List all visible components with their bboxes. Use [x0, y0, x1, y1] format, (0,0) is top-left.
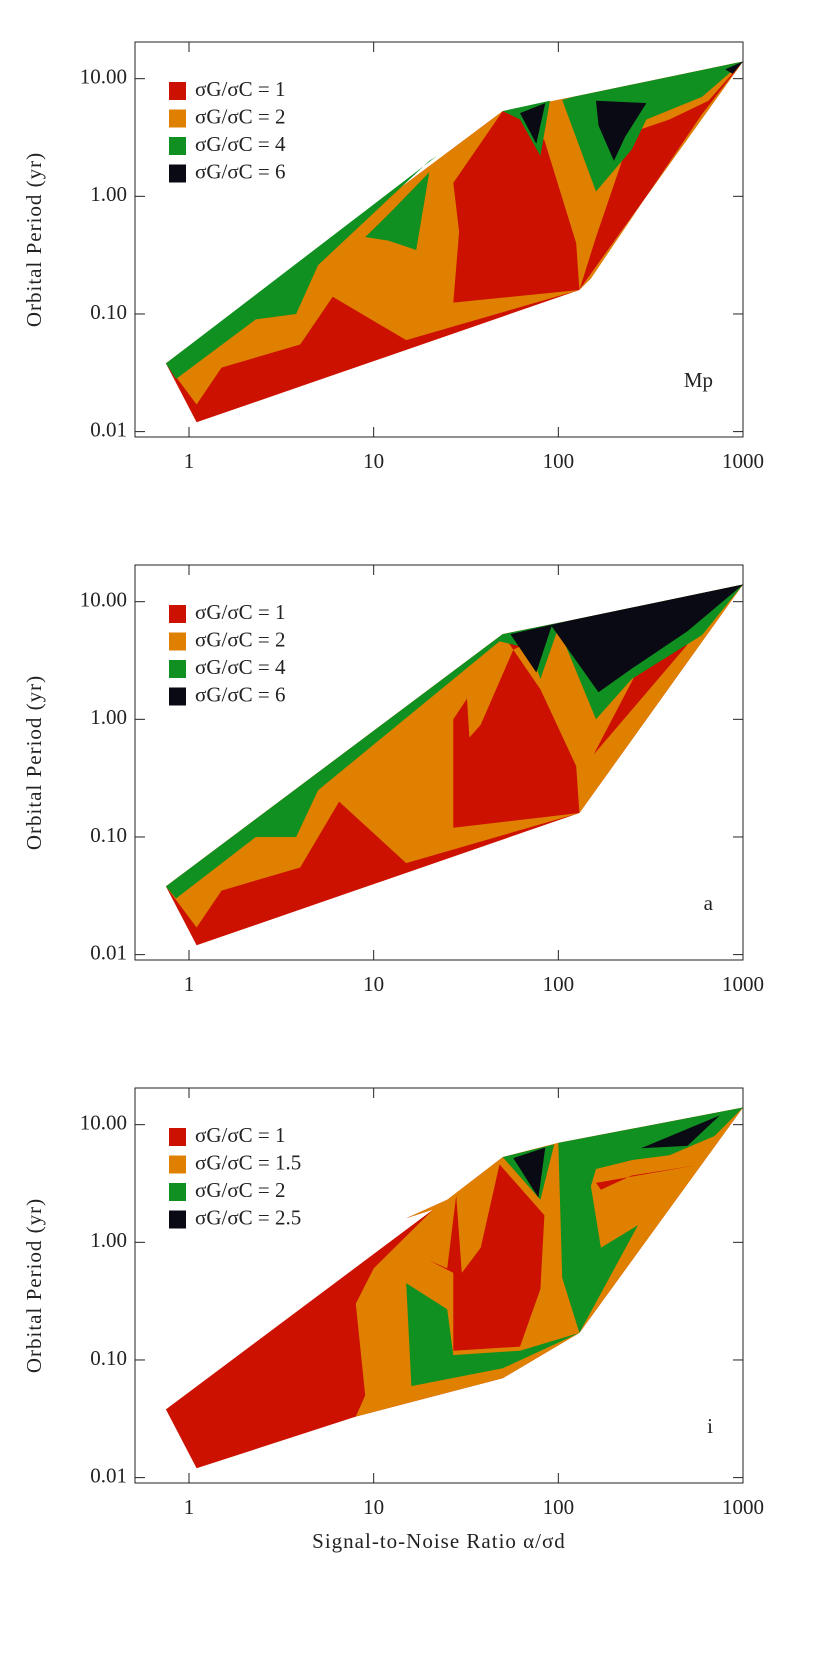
x-axis-label: Signal-to-Noise Ratio α/σd [312, 1529, 566, 1553]
legend-swatch [169, 687, 186, 706]
contour-region [406, 1107, 743, 1387]
panel-label: Mp [684, 368, 713, 392]
y-tick-label: 0.01 [90, 940, 127, 964]
x-tick-label: 100 [543, 972, 575, 996]
legend-label: σG/σC = 1 [195, 77, 286, 101]
y-tick-label: 0.01 [90, 1463, 127, 1487]
x-tick-label: 1000 [722, 1495, 764, 1519]
x-tick-label: 100 [543, 1495, 575, 1519]
panel-label: i [707, 1414, 713, 1438]
legend-swatch [169, 164, 186, 183]
contour-region [510, 584, 743, 693]
legend-swatch [169, 82, 186, 100]
contour-region [355, 1107, 743, 1417]
y-tick-label: 1.00 [90, 182, 127, 206]
legend-swatch [169, 1183, 186, 1201]
x-tick-label: 100 [543, 449, 575, 473]
y-axis-label: Orbital Period (yr) [22, 152, 46, 327]
x-tick-label: 1000 [722, 972, 764, 996]
y-tick-label: 10.00 [80, 64, 127, 88]
legend-label: σG/σC = 2.5 [195, 1205, 301, 1229]
y-tick-label: 1.00 [90, 1228, 127, 1252]
plot-frame [134, 1087, 744, 1484]
plot-frame [134, 41, 744, 438]
legend-label: σG/σC = 4 [195, 132, 286, 156]
legend-label: σG/σC = 6 [195, 159, 286, 183]
legend-label: σG/σC = 2 [195, 1178, 286, 1202]
plot-area [165, 61, 743, 423]
legend-label: σG/σC = 1 [195, 1123, 286, 1147]
legend-swatch [169, 660, 186, 678]
y-tick-label: 0.01 [90, 417, 127, 441]
legend-swatch [169, 1155, 186, 1174]
contour-region [165, 61, 743, 379]
legend-swatch [169, 632, 186, 651]
legend-label: σG/σC = 1 [195, 600, 286, 624]
legend-label: σG/σC = 2 [195, 104, 286, 128]
y-tick-label: 10.00 [80, 1110, 127, 1134]
x-tick-label: 10 [363, 449, 384, 473]
x-tick-label: 1000 [722, 449, 764, 473]
x-tick-label: 10 [363, 1495, 384, 1519]
legend-label: σG/σC = 4 [195, 655, 286, 679]
x-tick-label: 10 [363, 972, 384, 996]
plot-area [165, 584, 743, 946]
plot-area [165, 1107, 743, 1469]
contour-region [513, 1115, 720, 1198]
plot-frame [134, 564, 744, 961]
legend-swatch [169, 1210, 186, 1229]
y-tick-label: 0.10 [90, 300, 127, 324]
legend-swatch [169, 605, 186, 623]
y-axis-label: Orbital Period (yr) [22, 675, 46, 850]
y-tick-label: 10.00 [80, 587, 127, 611]
y-axis-label: Orbital Period (yr) [22, 1198, 46, 1373]
x-tick-label: 1 [184, 449, 195, 473]
legend-swatch [169, 137, 186, 155]
y-tick-label: 0.10 [90, 1346, 127, 1370]
contour-region [520, 61, 743, 161]
legend-swatch [169, 1128, 186, 1146]
legend-label: σG/σC = 2 [195, 627, 286, 651]
x-tick-label: 1 [184, 972, 195, 996]
legend-swatch [169, 109, 186, 128]
x-tick-label: 1 [184, 1495, 195, 1519]
y-tick-label: 0.10 [90, 823, 127, 847]
y-tick-label: 1.00 [90, 705, 127, 729]
panel-label: a [704, 891, 714, 915]
legend-label: σG/σC = 1.5 [195, 1150, 301, 1174]
legend-label: σG/σC = 6 [195, 682, 286, 706]
